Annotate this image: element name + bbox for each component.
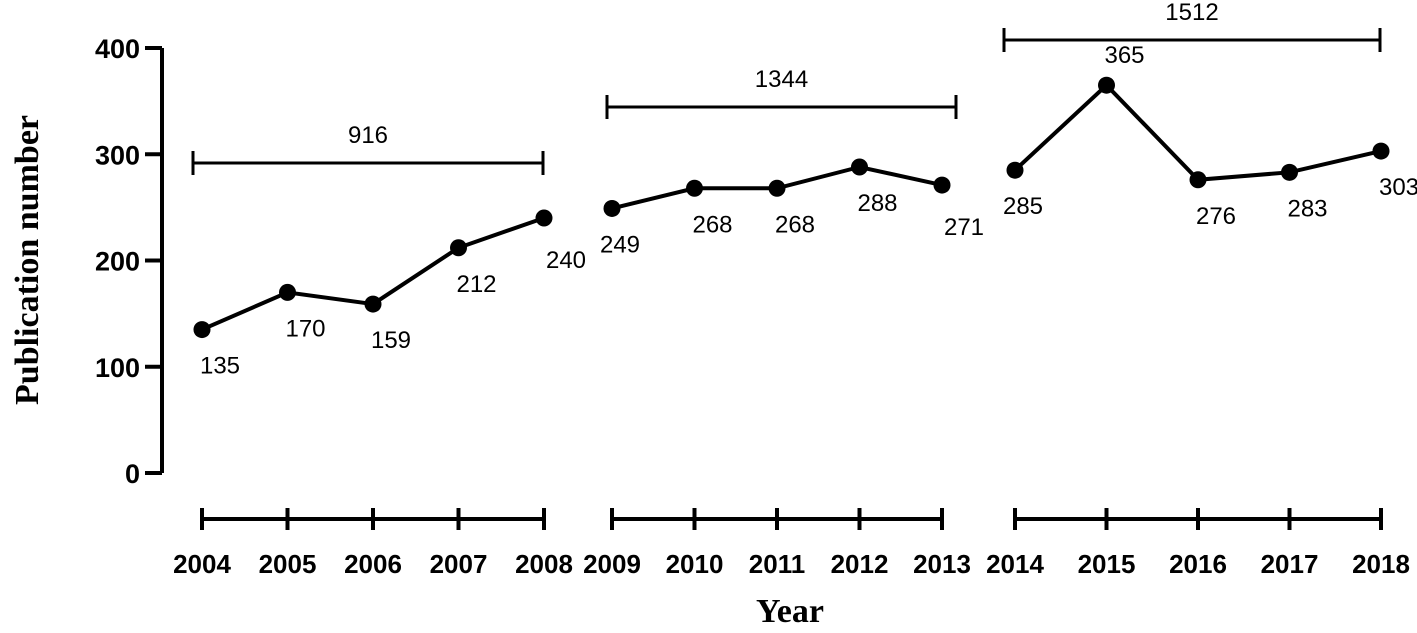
data-label: 303: [1379, 174, 1417, 201]
total-label: 1344: [755, 66, 808, 93]
data-point: [686, 179, 703, 197]
x-tick-label: 2011: [749, 549, 805, 579]
data-label: 212: [456, 271, 496, 298]
series-line: [1013, 82, 1382, 182]
data-label: 268: [692, 211, 732, 238]
x-tick-label: 2007: [430, 549, 488, 579]
x-tick-label: 2010: [666, 549, 724, 579]
y-tick-label: 200: [95, 247, 140, 277]
data-label: 288: [857, 190, 897, 217]
y-axis: 0 100 200 300 400: [95, 34, 164, 489]
x-axis: 2004 2005 2006 2007 2008 2009 2010 2011 2012 2013…: [173, 508, 1410, 579]
total-bracket: [605, 95, 958, 119]
x-axis-title: Year: [756, 593, 824, 630]
series-group: 135 170 159 212 240 249 268 268 288 271 285 365 276 2…: [193, 42, 1417, 380]
x-tick-label: 2009: [583, 549, 641, 579]
data-label: 170: [285, 315, 325, 342]
total-label: 1512: [1165, 0, 1218, 26]
data-point: [1372, 142, 1390, 160]
x-tick-label: 2017: [1261, 549, 1319, 579]
x-tick-label: 2005: [259, 549, 317, 579]
total-bracket: [1002, 28, 1382, 52]
total-bracket: [191, 151, 545, 175]
data-label: 276: [1196, 203, 1236, 230]
data-point: [603, 199, 621, 217]
x-tick-label: 2004: [173, 549, 231, 579]
data-label: 271: [944, 214, 984, 241]
data-label: 365: [1104, 42, 1144, 69]
data-point: [1098, 76, 1115, 94]
data-point: [364, 295, 382, 313]
y-axis-title: Publication number: [9, 115, 46, 405]
y-tick-label: 0: [125, 459, 140, 489]
data-point: [279, 283, 296, 301]
data-label: 135: [200, 353, 240, 380]
data-point: [851, 158, 868, 176]
x-tick-label: 2008: [515, 549, 573, 579]
x-tick-label: 2006: [344, 549, 402, 579]
data-label: 283: [1287, 195, 1327, 222]
data-label: 285: [1003, 193, 1043, 220]
x-tick-label: 2018: [1352, 549, 1410, 579]
data-point: [1189, 171, 1207, 189]
data-point: [450, 239, 467, 257]
data-point: [535, 209, 553, 227]
data-label: 249: [600, 231, 640, 258]
data-point: [193, 321, 211, 339]
y-tick-label: 300: [95, 140, 140, 170]
x-tick-label: 2013: [913, 549, 971, 579]
y-tick-label: 400: [95, 34, 140, 64]
x-tick-label: 2016: [1169, 549, 1227, 579]
data-label: 159: [371, 327, 411, 354]
x-tick-label: 2012: [831, 549, 889, 579]
total-brackets: 916 1344 1512: [191, 0, 1382, 175]
data-label: 240: [546, 247, 586, 274]
data-label: 268: [775, 211, 815, 238]
x-tick-label: 2015: [1078, 549, 1136, 579]
data-point: [1281, 163, 1298, 181]
data-point: [933, 176, 951, 194]
data-point: [768, 179, 786, 197]
y-tick-label: 100: [95, 353, 140, 383]
data-point: [1006, 161, 1024, 179]
x-tick-label: 2014: [986, 549, 1044, 579]
total-label: 916: [348, 122, 388, 149]
